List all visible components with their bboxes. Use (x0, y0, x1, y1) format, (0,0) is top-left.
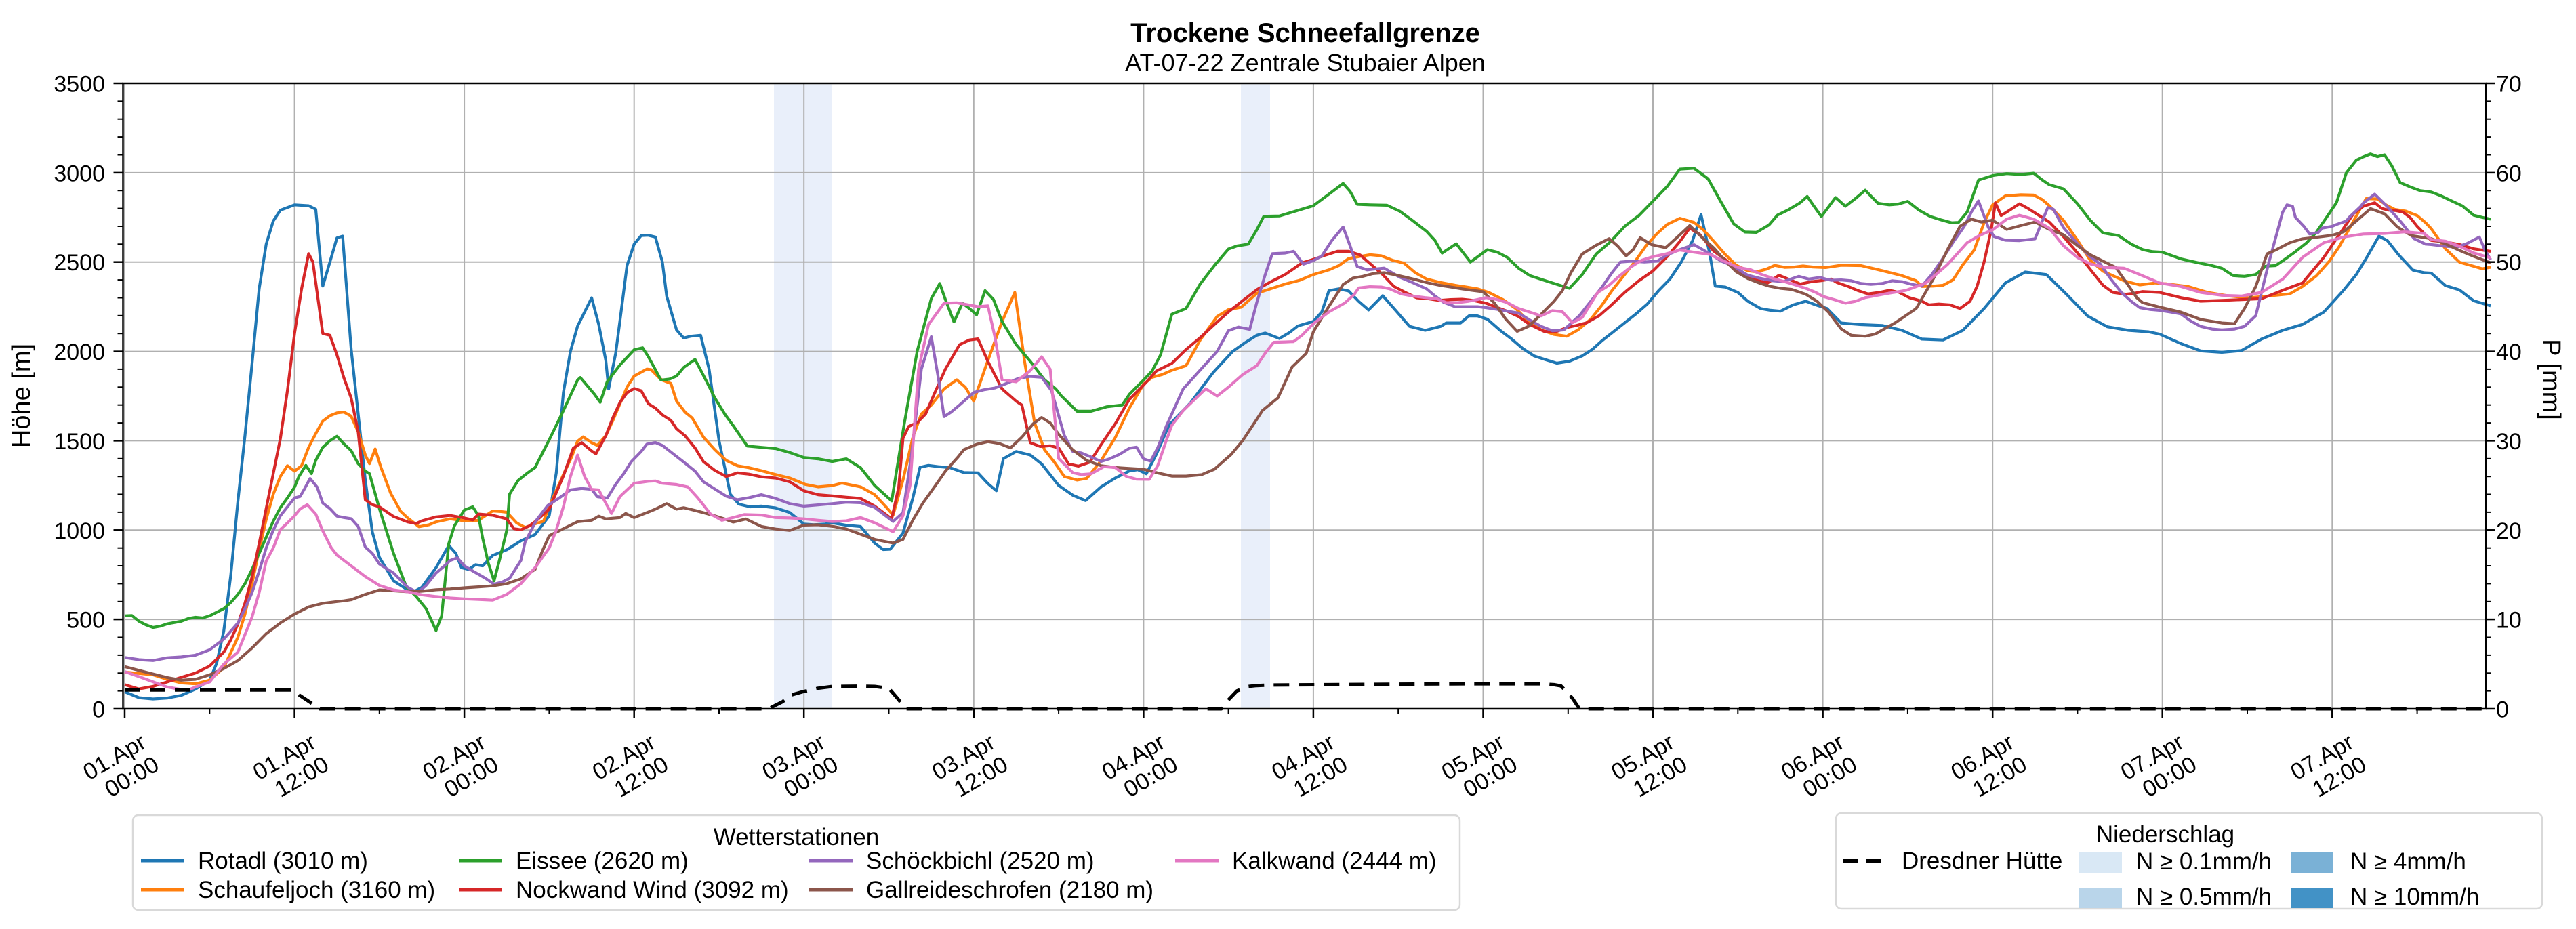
svg-text:500: 500 (66, 608, 105, 634)
svg-text:0: 0 (92, 697, 105, 723)
svg-text:1500: 1500 (54, 429, 105, 455)
svg-text:70: 70 (2496, 72, 2522, 98)
svg-text:Höhe [m]: Höhe [m] (7, 344, 36, 448)
svg-text:40: 40 (2496, 339, 2522, 365)
svg-text:60: 60 (2496, 161, 2522, 186)
svg-text:10: 10 (2496, 608, 2522, 634)
svg-text:2500: 2500 (54, 250, 105, 276)
svg-text:N ≥ 0.1mm/h: N ≥ 0.1mm/h (2136, 848, 2272, 875)
svg-text:Eissee (2620 m): Eissee (2620 m) (516, 848, 689, 874)
svg-text:Schaufeljoch (3160 m): Schaufeljoch (3160 m) (198, 877, 435, 903)
svg-text:Niederschlag: Niederschlag (2096, 821, 2234, 848)
svg-text:3500: 3500 (54, 72, 105, 98)
svg-text:Wetterstationen: Wetterstationen (714, 824, 880, 850)
svg-text:1000: 1000 (54, 518, 105, 544)
svg-text:Rotadl (3010 m): Rotadl (3010 m) (198, 848, 368, 874)
svg-text:Schöckbichl (2520 m): Schöckbichl (2520 m) (866, 848, 1095, 874)
svg-text:30: 30 (2496, 429, 2522, 455)
svg-text:N ≥ 10mm/h: N ≥ 10mm/h (2350, 884, 2479, 910)
svg-text:N ≥ 0.5mm/h: N ≥ 0.5mm/h (2136, 884, 2272, 910)
svg-text:0: 0 (2496, 697, 2509, 723)
svg-text:3000: 3000 (54, 161, 105, 186)
svg-text:Gallreideschrofen (2180 m): Gallreideschrofen (2180 m) (866, 877, 1153, 903)
svg-text:Nockwand Wind (3092 m): Nockwand Wind (3092 m) (516, 877, 789, 903)
svg-text:P [mm]: P [mm] (2537, 339, 2565, 420)
svg-text:Dresdner Hütte: Dresdner Hütte (1902, 848, 2062, 874)
svg-text:AT-07-22 Zentrale Stubaier Alp: AT-07-22 Zentrale Stubaier Alpen (1125, 49, 1486, 77)
svg-text:20: 20 (2496, 518, 2522, 544)
svg-text:Kalkwand (2444 m): Kalkwand (2444 m) (1232, 848, 1437, 874)
svg-text:2000: 2000 (54, 339, 105, 365)
svg-text:Trockene Schneefallgrenze: Trockene Schneefallgrenze (1130, 18, 1480, 48)
svg-text:50: 50 (2496, 250, 2522, 276)
svg-text:N ≥ 4mm/h: N ≥ 4mm/h (2350, 848, 2466, 875)
